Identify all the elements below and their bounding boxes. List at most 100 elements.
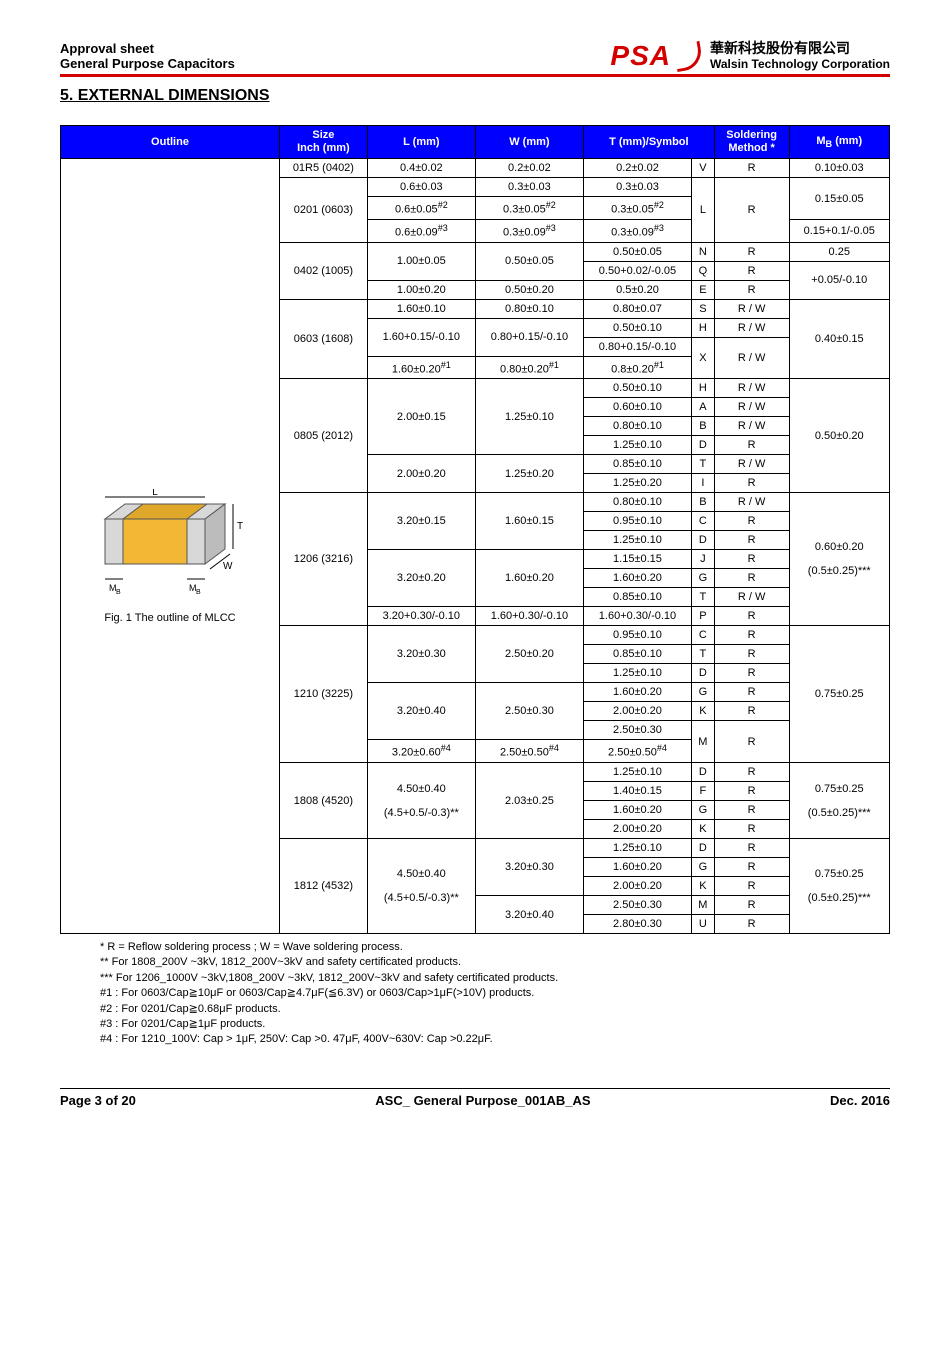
svg-text:T: T: [237, 521, 243, 532]
cell-soldering: R: [714, 242, 789, 261]
cell-t: 0.85±0.10: [583, 455, 691, 474]
cell-symbol: J: [692, 550, 715, 569]
cell-t: 1.25±0.10: [583, 763, 691, 782]
cell-symbol: E: [692, 280, 715, 299]
cell-symbol: G: [692, 569, 715, 588]
footnote-line: * R = Reflow soldering process ; W = Wav…: [100, 940, 890, 955]
cell-soldering: R / W: [714, 299, 789, 318]
cell-l: 0.6±0.09#3: [367, 220, 475, 243]
cell-t: 0.95±0.10: [583, 626, 691, 645]
cell-mb: 0.10±0.03: [789, 159, 890, 178]
cell-w: 0.3±0.05#2: [475, 197, 583, 220]
cell-size: 0805 (2012): [280, 379, 368, 493]
footnotes: * R = Reflow soldering process ; W = Wav…: [100, 940, 890, 1048]
cell-w: 0.3±0.03: [475, 178, 583, 197]
cell-symbol: D: [692, 839, 715, 858]
cell-soldering: R: [714, 896, 789, 915]
cell-t: 2.50±0.30: [583, 896, 691, 915]
page-footer: Page 3 of 20 ASC_ General Purpose_001AB_…: [60, 1088, 890, 1108]
footnote-line: ** For 1808_200V ~3kV, 1812_200V~3kV and…: [100, 955, 890, 970]
cell-mb: 0.15±0.05: [789, 178, 890, 220]
cell-t: 2.00±0.20: [583, 877, 691, 896]
cell-soldering: R: [714, 569, 789, 588]
cell-soldering: R: [714, 531, 789, 550]
cell-w: 2.50±0.30: [475, 683, 583, 740]
cell-l: 0.4±0.02: [367, 159, 475, 178]
header-line2: General Purpose Capacitors: [60, 56, 235, 71]
cell-soldering: R: [714, 626, 789, 645]
cell-t: 0.80±0.10: [583, 417, 691, 436]
company-en: Walsin Technology Corporation: [710, 57, 890, 71]
cell-mb: 0.25: [789, 242, 890, 261]
cell-l: 1.60±0.10: [367, 299, 475, 318]
cell-mb: 0.50±0.20: [789, 379, 890, 493]
cell-t: 0.50±0.10: [583, 379, 691, 398]
cell-t: 1.60±0.20: [583, 569, 691, 588]
cell-size: 0603 (1608): [280, 299, 368, 379]
cell-soldering: R: [714, 645, 789, 664]
svg-text:W: W: [223, 561, 233, 572]
cell-t: 0.50±0.05: [583, 242, 691, 261]
th-mb: MB (mm): [789, 126, 890, 159]
cell-t: 0.5±0.20: [583, 280, 691, 299]
page-header: Approval sheet General Purpose Capacitor…: [60, 40, 890, 77]
cell-t: 0.60±0.10: [583, 398, 691, 417]
company-block: 華新科技股份有限公司 Walsin Technology Corporation: [710, 40, 890, 71]
cell-soldering: R: [714, 782, 789, 801]
cell-size: 01R5 (0402): [280, 159, 368, 178]
cell-mb: +0.05/-0.10: [789, 261, 890, 299]
cell-l: 3.20+0.30/-0.10: [367, 607, 475, 626]
cell-t: 0.50±0.10: [583, 318, 691, 337]
cell-symbol: M: [692, 896, 715, 915]
cell-w: 0.3±0.09#3: [475, 220, 583, 243]
cell-t: 1.25±0.10: [583, 839, 691, 858]
cell-w: 3.20±0.40: [475, 896, 583, 934]
th-l: L (mm): [367, 126, 475, 159]
cell-symbol: I: [692, 474, 715, 493]
cell-symbol: H: [692, 318, 715, 337]
cell-soldering: R: [714, 820, 789, 839]
header-left: Approval sheet General Purpose Capacitor…: [60, 41, 235, 71]
cell-symbol: K: [692, 702, 715, 721]
cell-mb: 0.75±0.25: [789, 626, 890, 763]
cell-size: 1206 (3216): [280, 493, 368, 626]
cell-t: 1.60+0.30/-0.10: [583, 607, 691, 626]
cell-soldering: R: [714, 915, 789, 934]
cell-l: 3.20±0.20: [367, 550, 475, 607]
cell-w: 0.80±0.10: [475, 299, 583, 318]
cell-w: 0.2±0.02: [475, 159, 583, 178]
logo-swoosh-icon: [673, 40, 704, 71]
cell-t: 1.60±0.20: [583, 858, 691, 877]
cell-symbol: A: [692, 398, 715, 417]
cell-soldering: R / W: [714, 493, 789, 512]
cell-mb: 0.75±0.25(0.5±0.25)***: [789, 763, 890, 839]
cell-symbol: L: [692, 178, 715, 242]
table-body: L W T MB MB Fig. 1 The outline of MLCC01…: [61, 159, 890, 934]
cell-size: 1210 (3225): [280, 626, 368, 763]
cell-t: 2.00±0.20: [583, 702, 691, 721]
cell-t: 1.25±0.10: [583, 436, 691, 455]
section-title: 5. EXTERNAL DIMENSIONS: [60, 87, 890, 105]
cell-mb: 0.60±0.20(0.5±0.25)***: [789, 493, 890, 626]
cell-l: 3.20±0.60#4: [367, 740, 475, 763]
cell-t: 0.8±0.20#1: [583, 356, 691, 379]
footer-date: Dec. 2016: [830, 1093, 890, 1108]
cell-l: 0.6±0.05#2: [367, 197, 475, 220]
cell-l: 4.50±0.40(4.5+0.5/-0.3)**: [367, 839, 475, 934]
outline-cell: L W T MB MB Fig. 1 The outline of MLCC: [61, 159, 280, 934]
footnote-line: #1 : For 0603/Cap≧10μF or 0603/Cap≧4.7μF…: [100, 986, 890, 1001]
cell-soldering: R / W: [714, 337, 789, 379]
svg-text:B: B: [196, 589, 201, 596]
footnote-line: #2 : For 0201/Cap≧0.68μF products.: [100, 1002, 890, 1017]
cell-w: 0.80+0.15/-0.10: [475, 318, 583, 356]
cell-t: 2.80±0.30: [583, 915, 691, 934]
cell-t: 1.25±0.10: [583, 664, 691, 683]
cell-soldering: R: [714, 858, 789, 877]
cell-symbol: V: [692, 159, 715, 178]
footnote-line: *** For 1206_1000V ~3kV,1808_200V ~3kV, …: [100, 971, 890, 986]
footer-page: Page 3 of 20: [60, 1093, 136, 1108]
cell-symbol: M: [692, 721, 715, 763]
cell-symbol: K: [692, 820, 715, 839]
cell-symbol: D: [692, 763, 715, 782]
cell-symbol: N: [692, 242, 715, 261]
